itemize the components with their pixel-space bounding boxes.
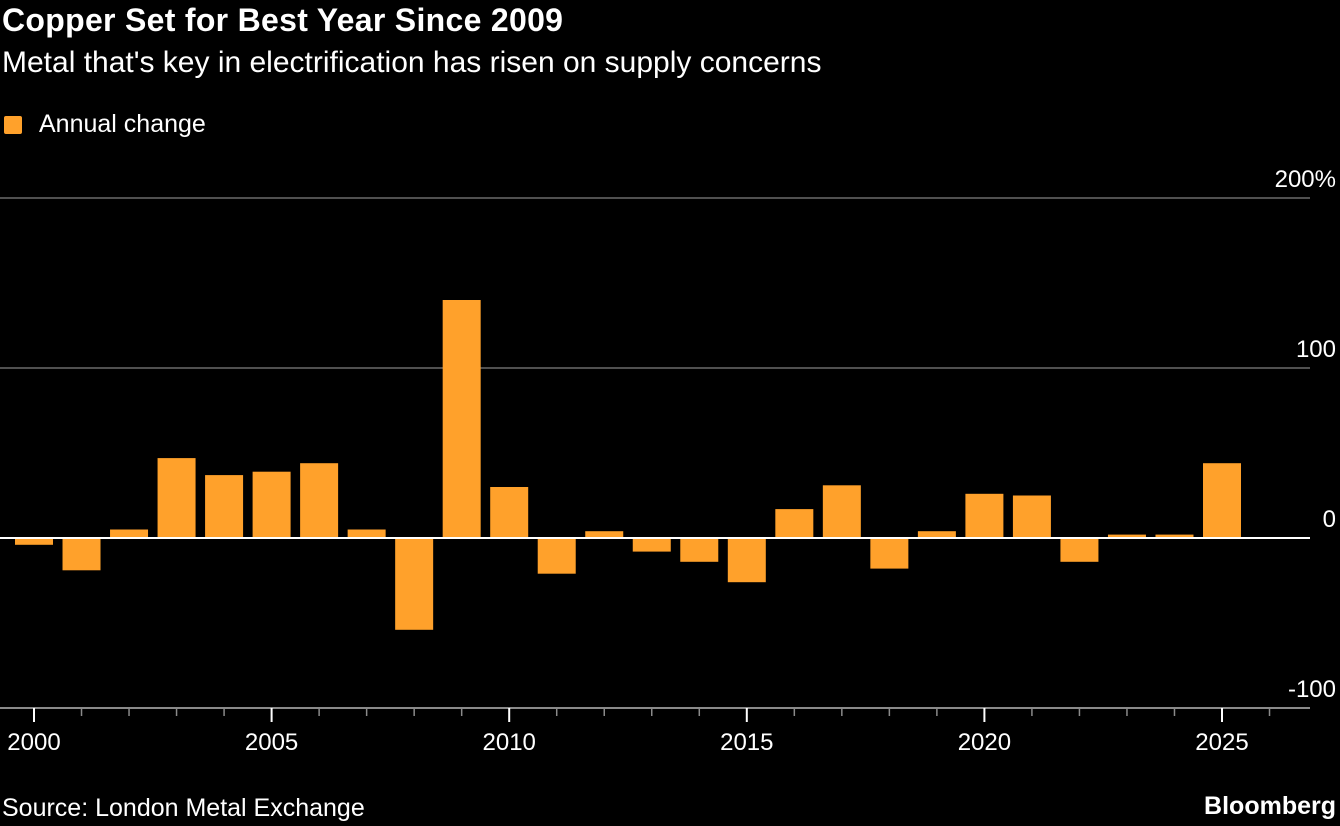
x-tick-label: 2000 bbox=[7, 729, 60, 756]
bar-2015 bbox=[727, 538, 766, 583]
bar-2008 bbox=[395, 538, 434, 630]
bar-2020 bbox=[965, 493, 1004, 538]
bar-2006 bbox=[300, 463, 339, 538]
x-tick-label: 2015 bbox=[720, 729, 773, 756]
x-tick-label: 2020 bbox=[958, 729, 1011, 756]
legend-label: Annual change bbox=[39, 110, 206, 138]
chart-title: Copper Set for Best Year Since 2009 bbox=[2, 2, 564, 38]
bar-2007 bbox=[347, 529, 386, 538]
bar-2022 bbox=[1060, 538, 1099, 562]
bar-2021 bbox=[1012, 495, 1051, 538]
bar-2011 bbox=[537, 538, 576, 574]
bar-2019 bbox=[917, 531, 956, 538]
bar-2024 bbox=[1155, 534, 1194, 538]
y-tick-label: 0 bbox=[1323, 506, 1336, 533]
legend: Annual change bbox=[4, 110, 206, 139]
bar-2002 bbox=[110, 529, 149, 538]
x-tick-label: 2005 bbox=[245, 729, 298, 756]
bar-2000 bbox=[15, 538, 53, 545]
bar-2005 bbox=[252, 471, 291, 538]
y-tick-label: 100 bbox=[1296, 336, 1336, 363]
x-tick-label: 2010 bbox=[483, 729, 536, 756]
bar-2025 bbox=[1203, 463, 1241, 538]
bar-2023 bbox=[1107, 534, 1146, 538]
chart-subtitle: Metal that's key in electrification has … bbox=[2, 46, 822, 79]
bar-2017 bbox=[822, 485, 861, 538]
source-note: Source: London Metal Exchange bbox=[2, 794, 365, 822]
bar-2009 bbox=[442, 300, 481, 538]
bar-2004 bbox=[205, 475, 244, 538]
bar-2018 bbox=[870, 538, 909, 569]
x-tick-label: 2025 bbox=[1195, 729, 1248, 756]
bar-2014 bbox=[680, 538, 719, 562]
bar-2013 bbox=[632, 538, 671, 552]
y-tick-label: 200% bbox=[1275, 166, 1336, 193]
bar-2010 bbox=[490, 487, 529, 538]
brand-logo: Bloomberg bbox=[1204, 792, 1336, 820]
y-tick-label: -100 bbox=[1288, 676, 1336, 703]
legend-swatch bbox=[4, 115, 22, 134]
bar-2012 bbox=[585, 531, 624, 538]
bar-2003 bbox=[157, 458, 196, 538]
bar-2001 bbox=[62, 538, 101, 571]
bar-2016 bbox=[775, 509, 814, 538]
